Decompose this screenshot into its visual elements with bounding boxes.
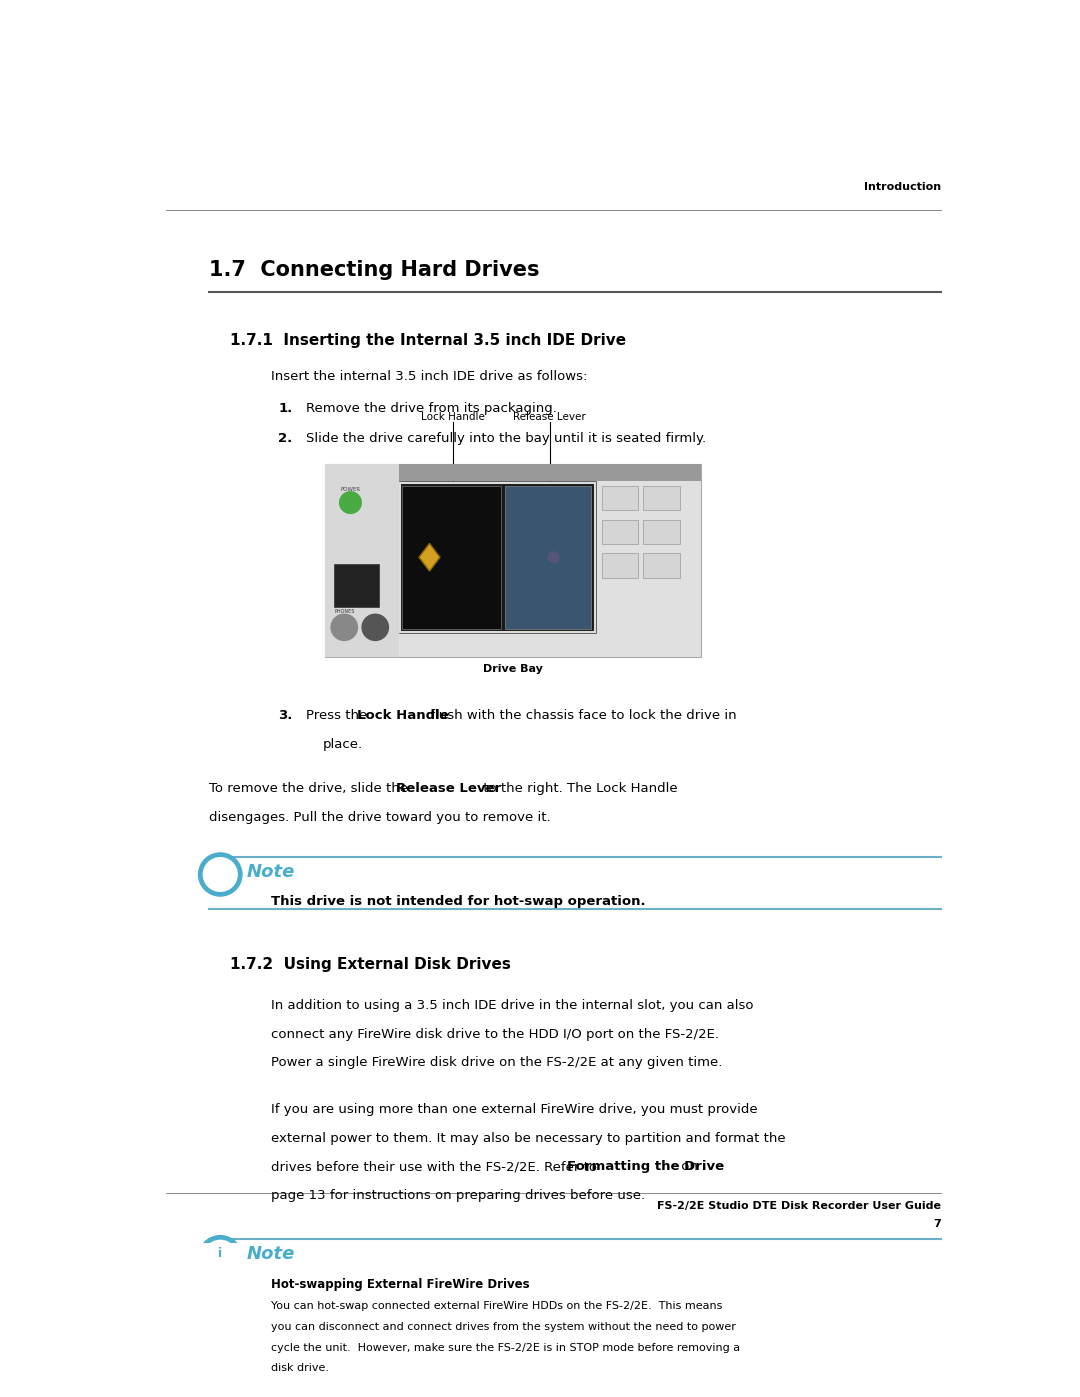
Text: 7: 7 xyxy=(933,1218,941,1229)
Text: TC: TC xyxy=(659,560,664,566)
Text: 1.7  Connecting Hard Drives: 1.7 Connecting Hard Drives xyxy=(208,260,539,279)
Text: place.: place. xyxy=(323,738,363,752)
Text: external power to them. It may also be necessary to partition and format the: external power to them. It may also be n… xyxy=(271,1132,785,1144)
Text: FS-2/2E Studio DTE Disk Recorder User Guide: FS-2/2E Studio DTE Disk Recorder User Gu… xyxy=(657,1201,941,1211)
Text: 2.: 2. xyxy=(279,432,293,444)
Bar xyxy=(325,464,701,657)
Text: you can disconnect and connect drives from the system without the need to power: you can disconnect and connect drives fr… xyxy=(271,1322,735,1331)
Text: 1.7.2  Using External Disk Drives: 1.7.2 Using External Disk Drives xyxy=(230,957,511,972)
Text: MAIN
OUT: MAIN OUT xyxy=(656,489,669,500)
Text: on: on xyxy=(677,1160,698,1173)
Text: |: | xyxy=(374,617,377,624)
Text: This drive is not intended for hot-swap operation.: This drive is not intended for hot-swap … xyxy=(271,895,645,908)
Text: Slide the drive carefully into the bay until it is seated firmly.: Slide the drive carefully into the bay u… xyxy=(306,432,705,444)
Circle shape xyxy=(199,854,242,895)
Text: Press the: Press the xyxy=(306,708,372,722)
Circle shape xyxy=(199,1235,242,1278)
Circle shape xyxy=(203,1241,238,1274)
Text: Introduction: Introduction xyxy=(864,182,941,191)
Text: Hot-swapping External FireWire Drives: Hot-swapping External FireWire Drives xyxy=(271,1278,529,1291)
Bar xyxy=(334,564,379,606)
Text: Formatting the Drive: Formatting the Drive xyxy=(567,1160,724,1173)
Bar xyxy=(399,481,596,633)
Text: disengages. Pull the drive toward you to remove it.: disengages. Pull the drive toward you to… xyxy=(208,812,550,824)
Text: HDD: HDD xyxy=(656,527,667,531)
Circle shape xyxy=(548,552,558,563)
Text: 1.: 1. xyxy=(279,402,293,415)
Text: ODD: ODD xyxy=(615,527,625,531)
Text: Release Lever: Release Lever xyxy=(396,782,501,795)
Text: POWER: POWER xyxy=(340,488,361,492)
Text: Insert the internal 3.5 inch IDE drive as follows:: Insert the internal 3.5 inch IDE drive a… xyxy=(271,370,588,383)
Text: To remove the drive, slide the: To remove the drive, slide the xyxy=(208,782,411,795)
Text: Drive Bay: Drive Bay xyxy=(483,665,543,675)
Bar xyxy=(644,520,679,545)
Bar xyxy=(602,553,638,578)
Text: i: i xyxy=(218,1248,222,1260)
Bar xyxy=(325,464,701,481)
Text: drives before their use with the FS-2/2E. Refer to: drives before their use with the FS-2/2E… xyxy=(271,1160,600,1173)
Text: connect any FireWire disk drive to the HDD I/O port on the FS-2/2E.: connect any FireWire disk drive to the H… xyxy=(271,1028,718,1041)
Circle shape xyxy=(332,615,357,640)
Text: to the right. The Lock Handle: to the right. The Lock Handle xyxy=(480,782,678,795)
Text: MAIN
IN: MAIN IN xyxy=(613,489,626,500)
Text: Lock Handle: Lock Handle xyxy=(421,412,485,422)
Text: Remove the drive from its packaging.: Remove the drive from its packaging. xyxy=(306,402,556,415)
Bar xyxy=(602,520,638,545)
Bar xyxy=(644,553,679,578)
Text: Lock Handle: Lock Handle xyxy=(357,708,449,722)
Circle shape xyxy=(362,615,389,640)
Text: disk drive.: disk drive. xyxy=(271,1363,328,1373)
Text: Note: Note xyxy=(246,862,295,880)
Circle shape xyxy=(203,858,238,891)
Text: 1.7.1  Inserting the Internal 3.5 inch IDE Drive: 1.7.1 Inserting the Internal 3.5 inch ID… xyxy=(230,334,625,348)
Bar xyxy=(325,464,399,657)
Text: PHONES: PHONES xyxy=(334,609,354,613)
Bar xyxy=(644,486,679,510)
Bar xyxy=(400,482,595,631)
Bar xyxy=(505,486,591,629)
Text: CANCEL: CANCEL xyxy=(610,560,630,566)
Bar xyxy=(602,486,638,510)
Polygon shape xyxy=(419,543,440,571)
Text: Note: Note xyxy=(246,1245,295,1263)
Text: i: i xyxy=(218,865,222,877)
Text: Release Lever: Release Lever xyxy=(513,412,586,422)
Text: In addition to using a 3.5 inch IDE drive in the internal slot, you can also: In addition to using a 3.5 inch IDE driv… xyxy=(271,999,753,1013)
Text: You can hot-swap connected external FireWire HDDs on the FS-2/2E.  This means: You can hot-swap connected external Fire… xyxy=(271,1301,723,1310)
Text: If you are using more than one external FireWire drive, you must provide: If you are using more than one external … xyxy=(271,1104,757,1116)
Text: Power a single FireWire disk drive on the FS-2/2E at any given time.: Power a single FireWire disk drive on th… xyxy=(271,1056,723,1069)
Text: flush with the chassis face to lock the drive in: flush with the chassis face to lock the … xyxy=(427,708,737,722)
Text: cycle the unit.  However, make sure the FS-2/2E is in STOP mode before removing : cycle the unit. However, make sure the F… xyxy=(271,1343,740,1352)
Bar xyxy=(403,486,501,629)
Circle shape xyxy=(339,492,362,513)
Text: page 13 for instructions on preparing drives before use.: page 13 for instructions on preparing dr… xyxy=(271,1189,645,1201)
Text: 3.: 3. xyxy=(279,708,293,722)
